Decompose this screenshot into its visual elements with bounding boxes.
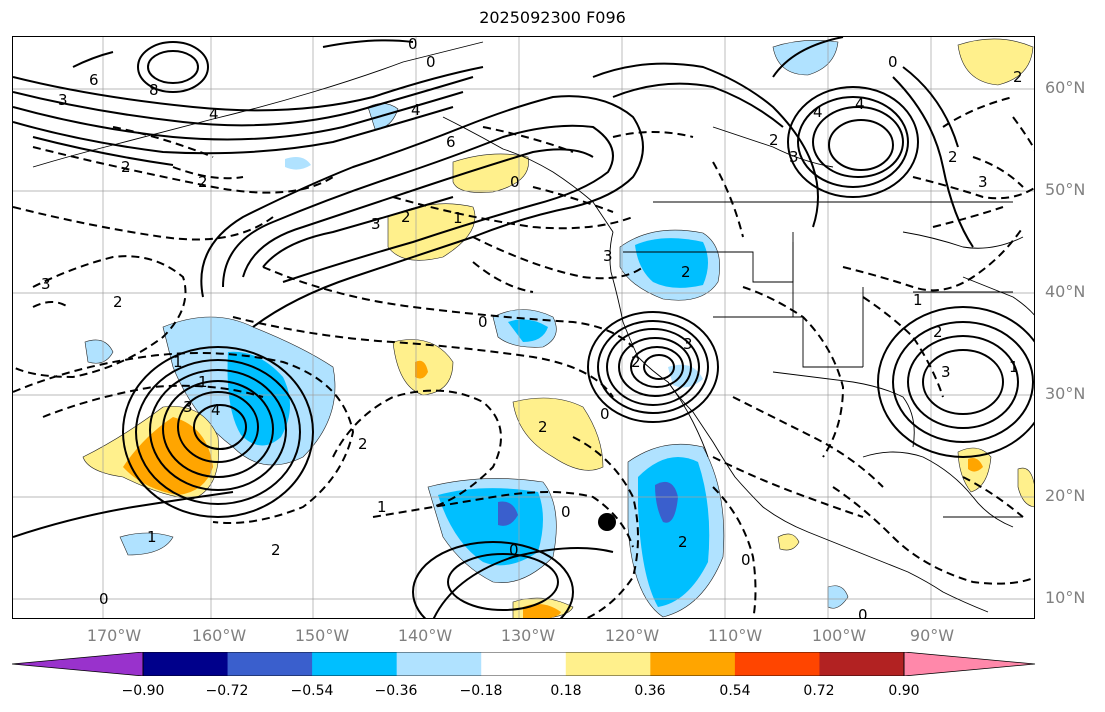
contour-label: 2: [1013, 68, 1023, 86]
contour-label: 8: [149, 81, 159, 99]
contour-label: 3: [941, 363, 951, 381]
colorbar-tick-label: 0.54: [719, 683, 751, 699]
contour-label: 0: [509, 541, 519, 559]
lon-label: 130°W: [500, 626, 556, 645]
contour-label: 0: [408, 37, 418, 53]
contour-label: 2: [121, 158, 131, 176]
contour-label: 2: [271, 541, 281, 559]
colorbar-tick-label: 0.72: [803, 683, 835, 699]
colorbar-segment: [819, 652, 905, 676]
colorbar-tick-label: −0.36: [374, 683, 418, 699]
contour-label: 0: [510, 173, 520, 191]
colorbar-tick-label: 0.18: [550, 683, 582, 699]
contour-label: 4: [209, 105, 219, 123]
lat-label: 30°N: [1045, 384, 1086, 403]
contour-label: 2: [538, 418, 548, 436]
contour-label: 3: [41, 275, 51, 293]
contour-label: 1: [198, 373, 208, 391]
contour-label: 0: [426, 53, 436, 71]
colorbar-segment: [312, 652, 398, 676]
contour-label: 3: [683, 335, 693, 353]
colorbar: [12, 652, 1036, 676]
colorbar-tick-label: −0.72: [205, 683, 249, 699]
colorbar-tick-label: 0.36: [634, 683, 666, 699]
contour-labels: 6 8 4 3 2 0 0 4 6 2 0 3 2 1 3 4 3 2 2 4 …: [41, 37, 1023, 619]
lat-label: 50°N: [1045, 180, 1086, 199]
contour-label: 6: [89, 71, 99, 89]
contour-label: 1: [147, 528, 157, 546]
contour-label: 1: [913, 291, 923, 309]
contour-label: 4: [855, 95, 865, 113]
colorbar-tick-label: 0.90: [888, 683, 920, 699]
contour-label: 3: [371, 215, 381, 233]
lat-label: 40°N: [1045, 282, 1086, 301]
contour-label: 0: [741, 551, 751, 569]
contour-label: 2: [678, 533, 688, 551]
contour-label: 3: [978, 173, 988, 191]
contour-label: 0: [99, 590, 109, 608]
contour-label: 6: [446, 133, 456, 151]
contour-label: 2: [631, 353, 641, 371]
contour-label: 3: [603, 247, 613, 265]
contour-label: 1: [1009, 358, 1019, 376]
lon-label: 160°W: [191, 626, 247, 645]
colorbar-segment: [227, 652, 313, 676]
contour-label: 2: [948, 148, 958, 166]
contour-label: 1: [377, 498, 387, 516]
lat-label: 10°N: [1045, 588, 1086, 607]
map-panel: 6 8 4 3 2 0 0 4 6 2 0 3 2 1 3 4 3 2 2 4 …: [12, 36, 1035, 619]
colorbar-tick-label: −0.18: [459, 683, 503, 699]
map-title: 2025092300 F096: [479, 8, 626, 27]
contour-label: 2: [769, 131, 779, 149]
contour-label: 4: [411, 101, 421, 119]
contour-label: 0: [478, 313, 488, 331]
lon-label: 100°W: [811, 626, 867, 645]
colorbar-segment: [396, 652, 482, 676]
contour-label: 0: [888, 53, 898, 71]
colorbar-tick-label: −0.90: [121, 683, 165, 699]
colorbar-segment: [565, 652, 651, 676]
contour-label: 0: [561, 503, 571, 521]
contour-label: 2: [358, 435, 368, 453]
negative-shading: [84, 40, 849, 618]
lon-label: 170°W: [86, 626, 142, 645]
contour-label: 4: [813, 103, 823, 121]
contour-label: 2: [681, 263, 691, 281]
contour-label: 0: [600, 405, 610, 423]
contour-label: 2: [198, 173, 208, 191]
colorbar-tick-label: −0.54: [290, 683, 334, 699]
coastlines: [32, 41, 1034, 613]
lon-label: 90°W: [909, 626, 955, 645]
colorbar-segment: [481, 652, 567, 676]
colorbar-segment: [734, 652, 820, 676]
solid-contours: [13, 37, 1034, 618]
contour-label: 3: [789, 148, 799, 166]
contour-label: 4: [211, 401, 221, 419]
contour-label: 1: [173, 353, 183, 371]
storm-center-marker: [598, 513, 616, 531]
contour-label: 0: [858, 606, 868, 619]
colorbar-segment: [650, 652, 736, 676]
contour-label: 2: [401, 208, 411, 226]
contour-label: 2: [113, 293, 123, 311]
lat-label: 20°N: [1045, 486, 1086, 505]
lat-label: 60°N: [1045, 78, 1086, 97]
map-canvas: 6 8 4 3 2 0 0 4 6 2 0 3 2 1 3 4 3 2 2 4 …: [13, 37, 1034, 619]
lon-label: 150°W: [294, 626, 350, 645]
contour-label: 2: [933, 323, 943, 341]
graticule: [13, 37, 1034, 618]
contour-label: 3: [58, 91, 68, 109]
lon-label: 120°W: [604, 626, 660, 645]
lon-label: 110°W: [707, 626, 763, 645]
lon-label: 140°W: [397, 626, 453, 645]
colorbar-segment: [143, 652, 229, 676]
contour-label: 3: [183, 398, 193, 416]
contour-label: 1: [453, 209, 463, 227]
positive-shading: [82, 38, 1034, 618]
